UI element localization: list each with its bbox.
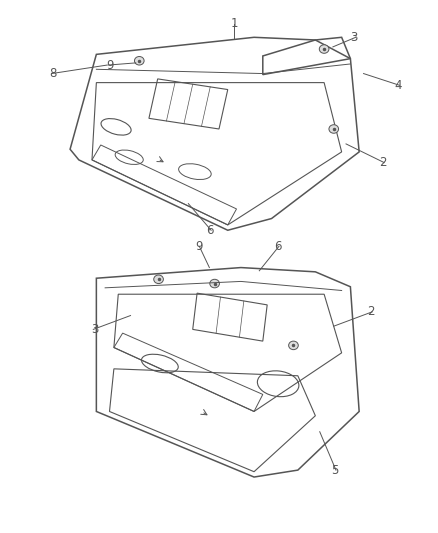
Text: 8: 8 [49, 67, 57, 80]
Ellipse shape [134, 56, 144, 65]
Text: 2: 2 [379, 156, 386, 169]
Text: 9: 9 [195, 240, 203, 253]
Ellipse shape [154, 275, 163, 284]
Text: 9: 9 [106, 59, 114, 71]
Ellipse shape [210, 279, 219, 288]
Text: 6: 6 [274, 240, 281, 253]
Text: 5: 5 [331, 464, 338, 477]
Ellipse shape [319, 45, 329, 53]
Text: 3: 3 [350, 31, 358, 44]
Text: 6: 6 [206, 224, 213, 237]
Text: 2: 2 [367, 305, 374, 318]
Text: 1: 1 [230, 18, 238, 30]
Ellipse shape [289, 341, 298, 350]
Ellipse shape [329, 125, 339, 133]
Text: 4: 4 [394, 79, 402, 92]
Text: 3: 3 [91, 323, 99, 336]
